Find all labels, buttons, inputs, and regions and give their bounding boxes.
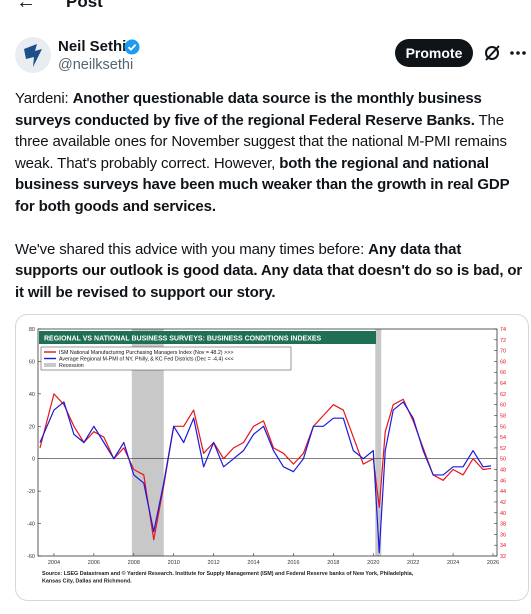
y2-tick-label: 34: [500, 543, 506, 549]
bold-text: Another questionable data source is the …: [15, 90, 486, 129]
y2-tick-label: 60: [500, 403, 506, 409]
y2-tick-label: 46: [500, 478, 506, 484]
legend-label: Recession: [59, 363, 84, 369]
bold-text: Any data that supports our outlook is go…: [15, 240, 527, 301]
y-tick-label: -40: [27, 522, 35, 528]
source-note: Kansas City, Dallas and Richmond.: [42, 579, 132, 585]
author-handle[interactable]: @neilksethi: [58, 57, 134, 73]
chart-image[interactable]: -60 -40 -20 0 20 40 60 80 32 34 36 38 40 42 44 46 48 50 52…: [15, 314, 529, 601]
y2-tick-label: 74: [500, 327, 506, 333]
x-tick-label: 2010: [168, 560, 180, 566]
y2-tick-label: 56: [500, 424, 506, 430]
text: We've shared this advice with you many t…: [15, 240, 369, 258]
plot-frame: [37, 328, 498, 557]
series-line: [39, 401, 492, 554]
x-tick-label: 2014: [247, 560, 259, 566]
y2-tick-label: 62: [500, 392, 506, 398]
y2-tick-label: 44: [500, 489, 506, 495]
tweet-text: Yardeni: Another questionable data sourc…: [15, 88, 525, 325]
paragraph: We've shared this advice with you many t…: [15, 239, 525, 304]
paragraph: Yardeni: Another questionable data sourc…: [15, 88, 525, 217]
x-tick-label: 2020: [367, 560, 379, 566]
y2-tick-label: 54: [500, 435, 506, 441]
y2-tick-label: 64: [500, 381, 506, 387]
y2-tick-label: 48: [500, 468, 506, 474]
y2-tick-label: 66: [500, 370, 506, 376]
promote-button[interactable]: Promote: [395, 39, 473, 67]
y2-tick-label: 32: [500, 554, 506, 560]
legend-label: ISM National Manufacturing Purchasing Ma…: [59, 350, 233, 356]
x-tick-label: 2018: [327, 560, 339, 566]
y-tick-label: -60: [27, 554, 35, 560]
y2-tick-label: 72: [500, 338, 506, 344]
y2-tick-label: 40: [500, 511, 506, 517]
chart-title: REGIONAL VS NATIONAL BUSINESS SURVEYS: B…: [44, 336, 322, 343]
y-tick-label: 60: [29, 359, 35, 365]
x-tick-label: 2012: [207, 560, 219, 566]
y2-tick-label: 70: [500, 349, 506, 355]
x-tick-label: 2022: [407, 560, 419, 566]
x-tick-label: 2024: [447, 560, 459, 566]
y2-tick-label: 50: [500, 457, 506, 463]
y-tick-label: 0: [32, 457, 35, 463]
text: Yardeni:: [15, 90, 73, 107]
y-tick-label: 20: [29, 424, 35, 430]
y2-tick-label: 52: [500, 446, 506, 452]
source-note: Source: LSEG Datastream and © Yardeni Re…: [42, 570, 414, 577]
text: The three available ones for November su…: [15, 111, 511, 172]
x-tick-label: 2026: [487, 560, 499, 566]
verified-badge: [124, 39, 140, 55]
y-tick-label: 40: [29, 392, 35, 398]
legend-label: Average Regional M-PMI of NY, Philly, & …: [59, 357, 234, 363]
legend-box: [40, 346, 292, 371]
author-name[interactable]: Neil Sethi: [58, 38, 127, 55]
grok-icon[interactable]: [482, 43, 502, 63]
more-icon[interactable]: [508, 43, 528, 63]
title-box: [39, 331, 376, 344]
recession-band: [375, 329, 382, 556]
back-arrow[interactable]: ←: [16, 0, 36, 13]
avatar[interactable]: [15, 37, 51, 73]
y2-tick-label: 36: [500, 532, 506, 538]
x-tick-label: 2004: [48, 560, 60, 566]
y2-tick-label: 38: [500, 522, 506, 528]
y2-tick-label: 68: [500, 359, 506, 365]
y2-tick-label: 58: [500, 413, 506, 419]
y-tick-label: 80: [29, 327, 35, 333]
bold-text: both the regional and national business …: [15, 154, 514, 215]
y2-tick-label: 42: [500, 500, 506, 506]
y-tick-label: -20: [27, 489, 35, 495]
x-tick-label: 2016: [287, 560, 299, 566]
x-tick-label: 2006: [88, 560, 100, 566]
header-title: Post: [66, 0, 103, 11]
x-tick-label: 2008: [128, 560, 140, 566]
legend-swatch: [44, 363, 56, 367]
